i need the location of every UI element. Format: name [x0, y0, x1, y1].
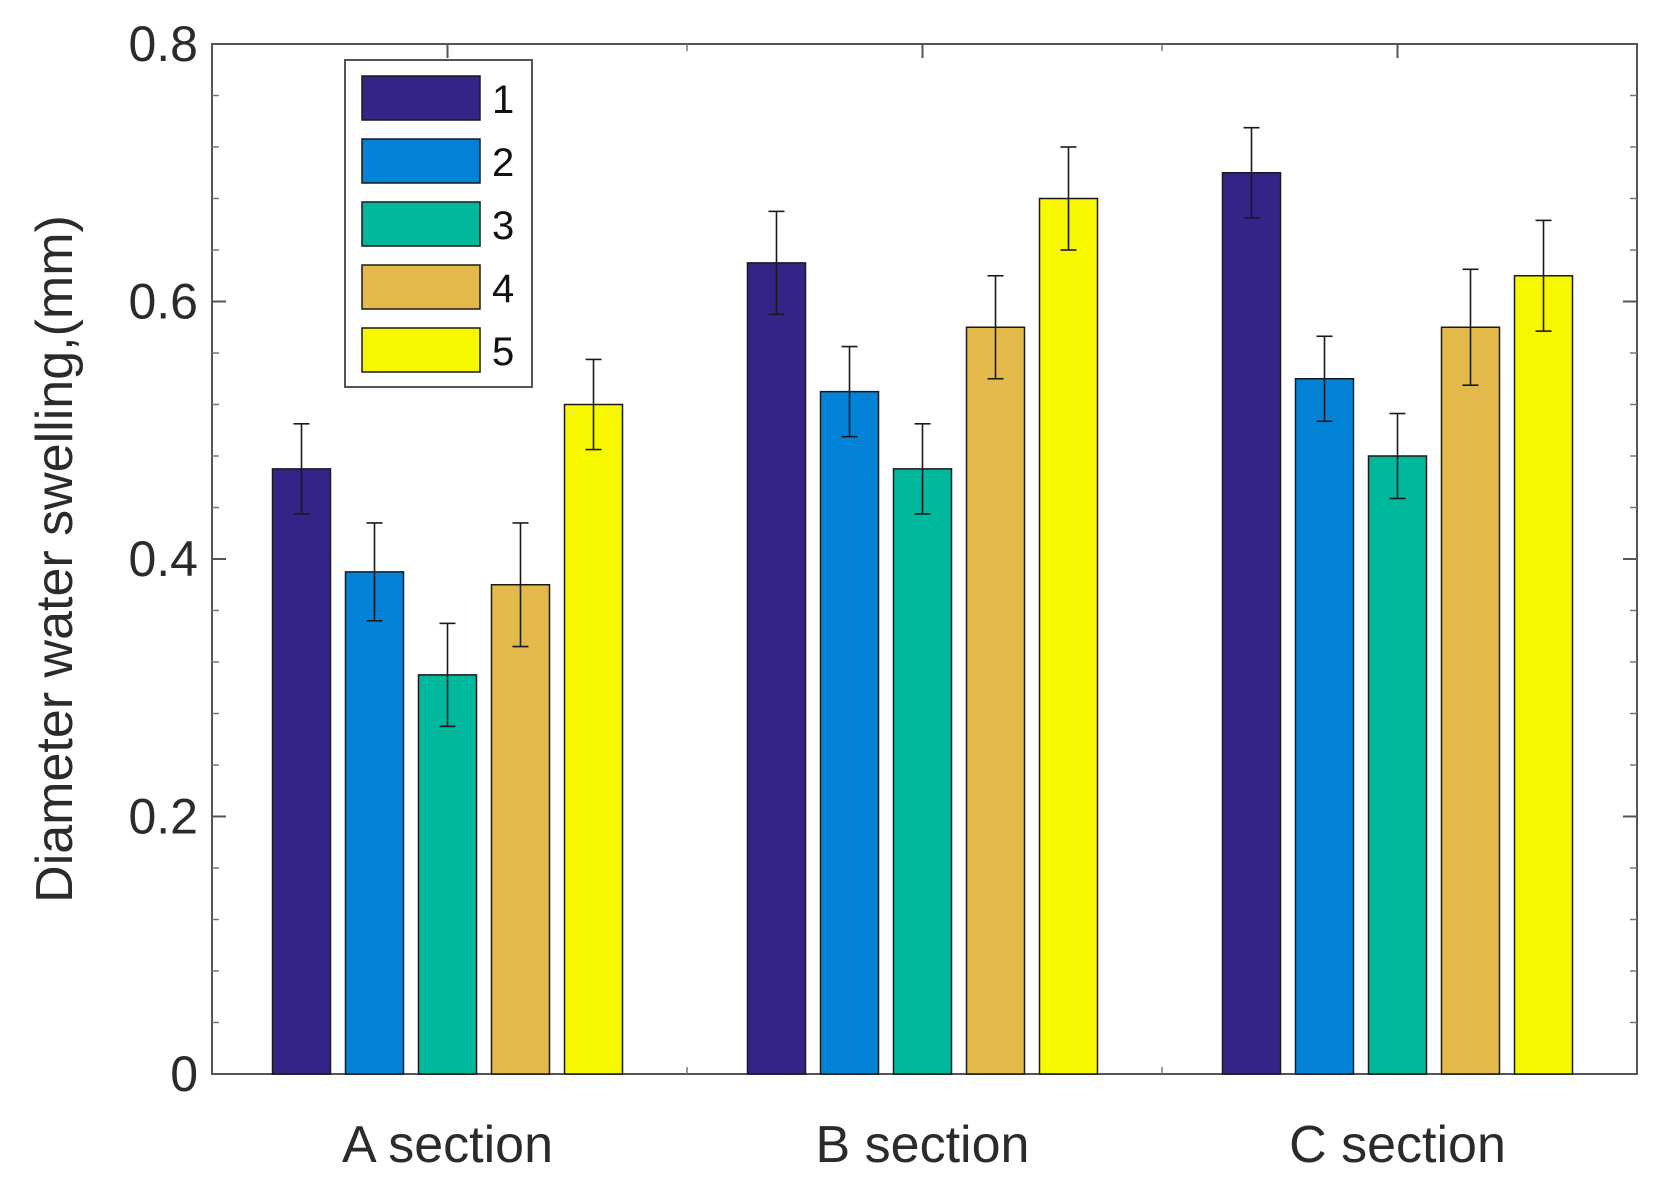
bar-series-4: [490, 584, 551, 1075]
legend-swatch-4: [361, 264, 481, 310]
legend-swatch-5: [361, 327, 481, 373]
legend-swatch-2: [361, 138, 481, 184]
x-tick-labels: A section B section C section: [342, 1116, 1506, 1174]
x-tick-label: C section: [1289, 1116, 1506, 1174]
bar-series-1: [271, 468, 332, 1075]
y-tick-label: 0.2: [128, 789, 198, 845]
x-tick-label: B section: [816, 1116, 1030, 1174]
legend-swatch-3: [361, 201, 481, 247]
bar-series-2: [1294, 378, 1355, 1075]
bar-series-5: [563, 403, 624, 1075]
minor-ticks: [212, 44, 1637, 1074]
y-axis-label: Diameter water swelling,(mm): [26, 215, 84, 903]
bar-series-5: [1038, 197, 1099, 1075]
legend-label-3: 3: [492, 204, 514, 248]
bar-series-1: [746, 262, 807, 1075]
x-tick-label: A section: [342, 1116, 553, 1174]
legend-label-4: 4: [492, 267, 514, 311]
y-tick-label: 0: [170, 1046, 198, 1102]
bar-series-1: [1221, 172, 1282, 1075]
legend-swatch-1: [361, 75, 481, 121]
bar-series-2: [344, 571, 405, 1075]
error-bars: [293, 126, 1552, 728]
bar-series-5: [1513, 275, 1574, 1075]
legend-label-1: 1: [492, 78, 514, 122]
y-tick-label: 0.4: [128, 531, 198, 587]
y-tick-label: 0.8: [128, 16, 198, 72]
bar-series-3: [892, 468, 953, 1075]
legend-label-2: 2: [492, 141, 514, 185]
bar-series-4: [965, 326, 1026, 1075]
y-tick-labels: 0 0.2 0.4 0.6 0.8: [128, 16, 198, 1102]
legend-label-5: 5: [492, 330, 514, 374]
bars: [271, 172, 1574, 1075]
bar-series-4: [1440, 326, 1501, 1075]
bar-series-2: [819, 390, 880, 1075]
bar-series-3: [1367, 455, 1428, 1075]
bar-series-3: [417, 674, 478, 1075]
legend: 1 2 3 4 5: [344, 59, 533, 388]
y-tick-label: 0.6: [128, 274, 198, 330]
